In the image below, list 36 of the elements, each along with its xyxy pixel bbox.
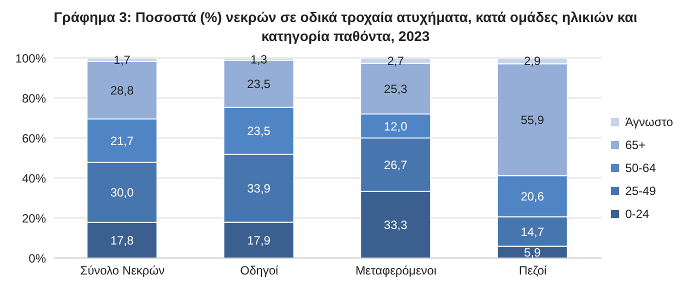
data-label: 14,7 [520,224,544,239]
data-label: 1,3 [250,52,268,66]
y-tick-label: 40% [22,171,46,186]
x-tick-label: Οδηγοί [240,264,279,278]
data-label: 5,9 [524,245,542,260]
legend-label: Άγνωστο [625,115,673,129]
y-tick-label: 60% [22,131,46,146]
y-tick-label: 100% [15,51,46,66]
legend-label: 0-24 [625,207,650,221]
data-label: 21,7 [110,134,134,148]
legend-label: 65+ [625,138,646,152]
data-label: 17,8 [110,233,134,248]
y-tick-label: 80% [22,91,46,106]
data-label: 55,9 [520,112,544,127]
x-tick-label: Πεζοί [518,264,548,278]
data-label: 28,8 [110,83,134,98]
legend-label: 25-49 [625,184,656,198]
data-label: 33,9 [247,182,271,196]
y-tick-label: 20% [22,211,46,226]
data-label: 23,5 [247,77,271,92]
legend-label: 50-64 [625,161,656,175]
data-label: 2,7 [387,54,404,68]
x-tick-label: Μεταφερόμενοι [355,264,437,278]
y-tick-label: 0% [28,251,46,266]
data-label: 33,3 [384,218,408,232]
data-label: 30,0 [110,186,134,200]
data-label: 17,9 [247,233,271,248]
chart-title: Γράφημα 3: Ποσοστά (%) νεκρών σε οδικά τροχαία ατυχήματα, κατά ομάδες ηλικιών και κατηγορία παθόντα, 2023 [52,8,638,46]
data-label: 20,6 [520,189,544,204]
x-tick-label: Σύνολο Νεκρών [80,264,165,278]
data-label: 1,7 [114,52,131,67]
data-label: 26,7 [384,158,408,172]
data-label: 12,0 [384,119,408,134]
data-label: 25,3 [384,82,408,96]
data-label: 23,5 [247,124,271,138]
data-label: 2,9 [524,54,542,68]
